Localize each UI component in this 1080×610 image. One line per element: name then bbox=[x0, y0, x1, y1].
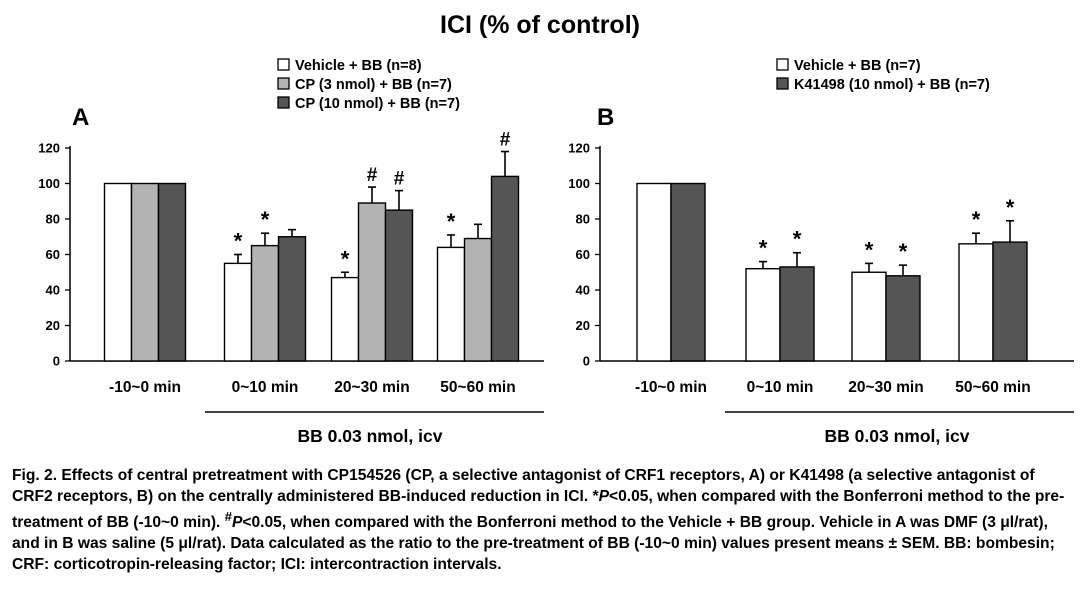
y-tick-label: 40 bbox=[576, 283, 590, 298]
significance-hash: # bbox=[367, 165, 378, 186]
x-tick-label: 20~30 min bbox=[848, 379, 923, 396]
legend-label: K41498 (10 nmol) + BB (n=7) bbox=[794, 77, 990, 93]
significance-hash: # bbox=[394, 169, 405, 190]
significance-hash: # bbox=[500, 130, 511, 151]
caption-part1: Fig. 2. Effects of central pretreatment … bbox=[12, 467, 1035, 505]
bar bbox=[670, 182, 706, 362]
significance-star: * bbox=[1006, 195, 1015, 220]
bar bbox=[958, 243, 994, 362]
bar bbox=[330, 276, 360, 362]
panel-a: A Vehicle + BB (n=8) CP (3 nmol) + BB (n=7… bbox=[38, 58, 544, 446]
panel-label: B bbox=[597, 104, 614, 131]
legend-swatch bbox=[277, 96, 290, 109]
significance-star: * bbox=[759, 236, 768, 261]
legend-swatch bbox=[277, 77, 290, 90]
group-label: BB 0.03 nmol, icv bbox=[298, 426, 443, 446]
group-label: BB 0.03 nmol, icv bbox=[825, 426, 970, 446]
bar bbox=[103, 182, 133, 362]
caption-p2: P bbox=[231, 514, 243, 532]
significance-star: * bbox=[234, 229, 243, 254]
legend-label: Vehicle + BB (n=7) bbox=[794, 58, 921, 74]
y-tick-label: 100 bbox=[568, 176, 590, 191]
caption-part3: <0.05, when compared with the Bonferroni… bbox=[12, 514, 1055, 573]
y-tick-label: 80 bbox=[576, 212, 590, 227]
bar bbox=[250, 244, 280, 362]
bar bbox=[851, 271, 887, 362]
y-tick-label: 0 bbox=[53, 354, 60, 369]
bar bbox=[745, 268, 781, 362]
x-tick-label: 50~60 min bbox=[440, 379, 515, 396]
y-tick-label: 60 bbox=[576, 247, 590, 262]
figure-caption: Fig. 2. Effects of central pretreatment … bbox=[12, 466, 1072, 575]
caption-hash: # bbox=[224, 509, 232, 525]
significance-star: * bbox=[793, 227, 802, 252]
x-tick-label: 0~10 min bbox=[232, 379, 299, 396]
bar bbox=[779, 266, 815, 362]
y-tick-label: 40 bbox=[46, 283, 60, 298]
significance-star: * bbox=[261, 207, 270, 232]
significance-star: * bbox=[447, 209, 456, 234]
legend-label: CP (3 nmol) + BB (n=7) bbox=[295, 77, 452, 93]
figure: ICI (% of control) A Vehicle + BB (n=8) CP… bbox=[38, 11, 1074, 446]
bar bbox=[636, 182, 672, 362]
y-tick-label: 20 bbox=[576, 318, 590, 333]
legend-label: CP (10 nmol) + BB (n=7) bbox=[295, 96, 460, 112]
panel-b: B Vehicle + BB (n=7) K41498 (10 nmol) + BB… bbox=[568, 58, 1074, 446]
x-tick-label: -10~0 min bbox=[109, 379, 181, 396]
bar bbox=[885, 275, 921, 362]
y-tick-label: 80 bbox=[46, 212, 60, 227]
significance-star: * bbox=[972, 207, 981, 232]
bar bbox=[223, 262, 253, 362]
y-tick-label: 120 bbox=[568, 141, 590, 156]
bar bbox=[130, 182, 160, 362]
significance-star: * bbox=[865, 237, 874, 262]
caption-part2: <0.05, when compared with the Bonferroni… bbox=[12, 487, 1065, 532]
legend-swatch bbox=[776, 58, 789, 71]
significance-star: * bbox=[899, 239, 908, 264]
x-tick-label: -10~0 min bbox=[635, 379, 707, 396]
significance-star: * bbox=[341, 246, 350, 271]
y-tick-label: 120 bbox=[38, 141, 60, 156]
y-tick-label: 100 bbox=[38, 176, 60, 191]
y-tick-label: 0 bbox=[583, 354, 590, 369]
x-tick-label: 20~30 min bbox=[334, 379, 409, 396]
legend-swatch bbox=[277, 58, 290, 71]
bar bbox=[157, 182, 187, 362]
legend-label: Vehicle + BB (n=8) bbox=[295, 58, 422, 74]
bar bbox=[992, 241, 1028, 362]
x-tick-label: 50~60 min bbox=[955, 379, 1030, 396]
bar bbox=[384, 209, 414, 362]
caption-p1: P bbox=[598, 487, 609, 505]
y-tick-label: 20 bbox=[46, 318, 60, 333]
panel-label: A bbox=[72, 104, 89, 131]
x-tick-label: 0~10 min bbox=[747, 379, 814, 396]
bar bbox=[277, 236, 307, 362]
legend-swatch bbox=[776, 77, 789, 90]
bar bbox=[490, 175, 520, 362]
y-tick-label: 60 bbox=[46, 247, 60, 262]
bar bbox=[463, 237, 493, 362]
bar bbox=[436, 246, 466, 362]
bar bbox=[357, 202, 387, 362]
chart-title: ICI (% of control) bbox=[440, 11, 640, 39]
